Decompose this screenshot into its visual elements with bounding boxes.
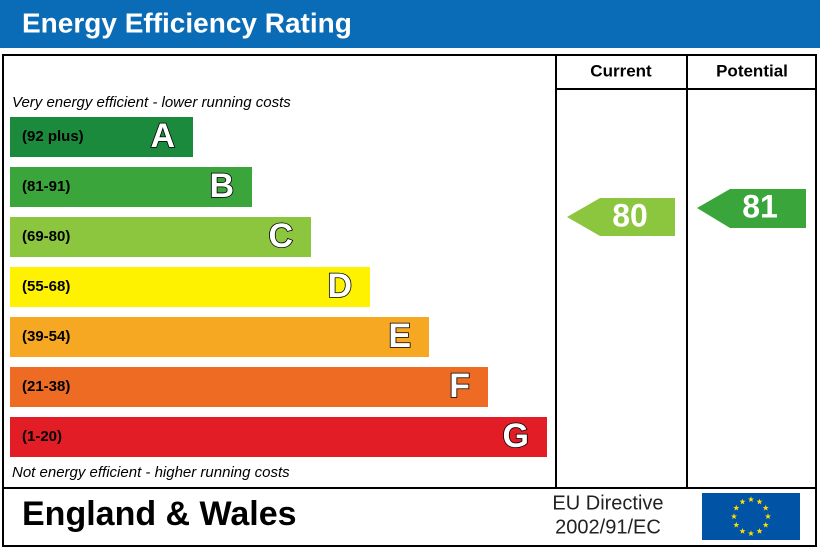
eu-star (739, 498, 746, 505)
bottom-note: Not energy efficient - higher running co… (12, 464, 290, 481)
top-note: Very energy efficient - lower running co… (12, 94, 291, 111)
band-bar (10, 317, 429, 357)
band-letter: E (388, 317, 411, 355)
eu-star (747, 530, 755, 537)
band-bar (10, 167, 252, 207)
bands: (92 plus) A (81-91) B (69-80) C (55-68) D (39-54… (10, 116, 547, 457)
eu-star (762, 521, 769, 528)
eu-star (756, 498, 763, 505)
band-letter: A (150, 117, 175, 155)
band-letter: D (327, 267, 352, 305)
band-range: (21-38) (22, 378, 70, 395)
band-range: (92 plus) (22, 128, 84, 145)
footer-frame (2, 487, 817, 547)
band-range: (55-68) (22, 278, 70, 295)
eu-star (739, 528, 746, 534)
eu-star (733, 521, 740, 528)
potential-arrow (697, 189, 806, 228)
band-range: (69-80) (22, 228, 70, 245)
band-letter: C (268, 217, 293, 255)
band-letter: G (503, 417, 529, 455)
region: England & Wales (22, 495, 297, 533)
band-range: (81-91) (22, 178, 70, 195)
eu-star (764, 513, 772, 520)
current-header: Current (590, 61, 652, 80)
eu-star (733, 504, 740, 511)
band-bar (10, 367, 488, 407)
band-bar (10, 417, 547, 457)
band-bar (10, 117, 193, 157)
band-range: (39-54) (22, 328, 70, 345)
eu-star (756, 528, 763, 534)
directive-line: 2002/91/EC (555, 516, 661, 538)
header-bar (0, 0, 820, 48)
directive-line: EU Directive (552, 492, 663, 514)
title: Energy Efficiency Rating (22, 7, 352, 38)
band-bar (10, 217, 311, 257)
current-rating: 80 (612, 197, 648, 233)
eu-star (747, 496, 755, 503)
band-bar (10, 267, 370, 307)
eu-star (762, 504, 769, 511)
band-range: (1-20) (22, 428, 62, 445)
potential-rating: 81 (742, 188, 778, 224)
band-letter: F (449, 367, 470, 405)
potential-header: Potential (716, 61, 788, 80)
current-arrow (567, 198, 675, 236)
eu-stars (730, 496, 772, 537)
eu-star (730, 513, 738, 520)
band-letter: B (209, 167, 234, 205)
